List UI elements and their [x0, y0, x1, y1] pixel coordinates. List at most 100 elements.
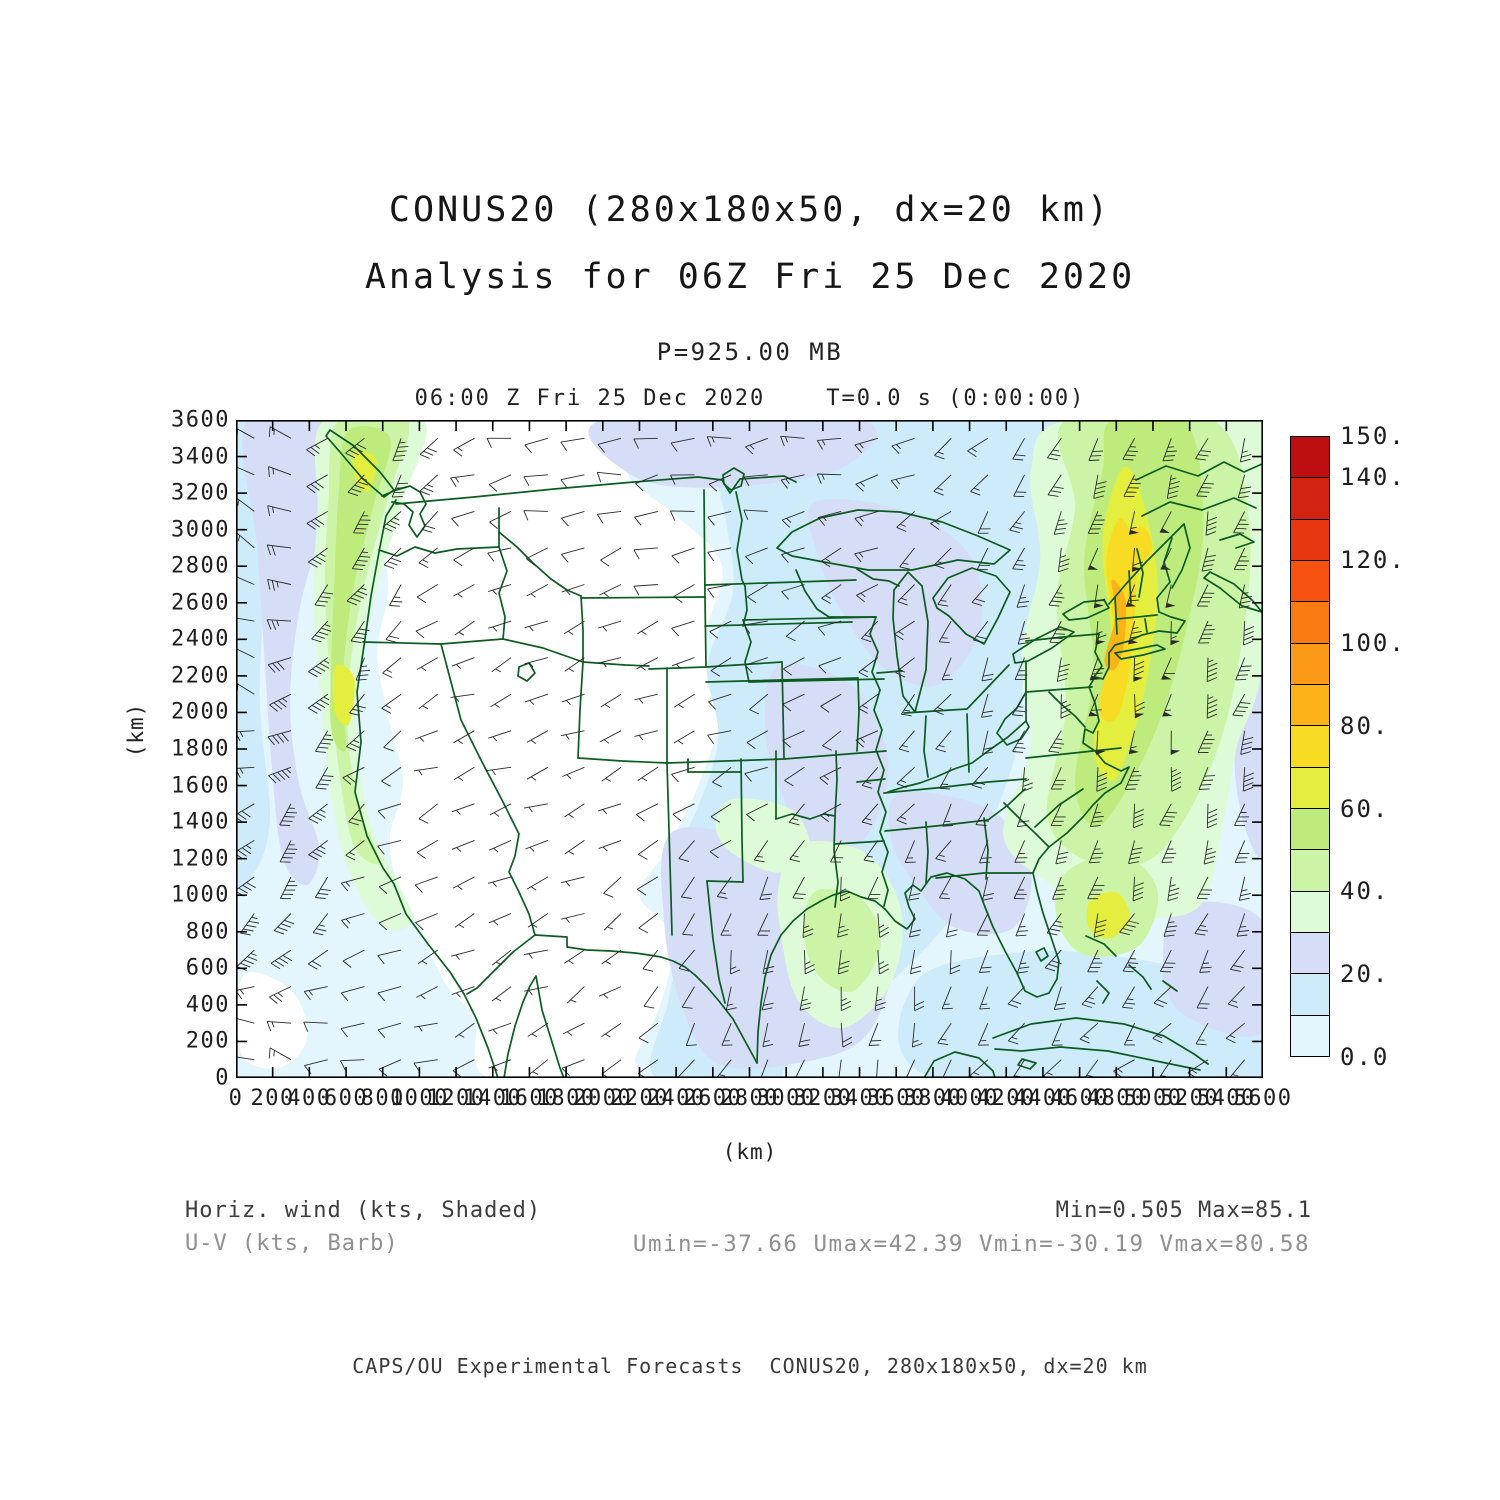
wind-barb — [1196, 986, 1210, 1009]
wind-barb — [720, 913, 732, 936]
wind-barb — [1015, 913, 1029, 937]
wind-barb — [415, 730, 438, 742]
boundary-line — [869, 616, 889, 907]
x-tick-label: 2000 — [573, 1086, 633, 1111]
wind-barb — [566, 986, 585, 1004]
wind-barb — [1159, 511, 1172, 533]
wind-barb — [642, 949, 659, 972]
wind-barb — [454, 620, 475, 636]
y-tick-label: 1400 — [171, 809, 230, 835]
wind-barb — [346, 584, 368, 606]
x-tick-label: 2200 — [609, 1086, 669, 1111]
wind-barb — [1123, 474, 1141, 498]
y-tick-label: 3600 — [171, 407, 230, 433]
wind-barb — [638, 1022, 659, 1044]
wind-barb — [817, 510, 842, 526]
wind-barb — [1087, 876, 1105, 900]
boundary-outline — [1062, 599, 1110, 621]
boundary-line — [666, 750, 887, 764]
boundary-line — [994, 1046, 1201, 1071]
wind-barb — [636, 657, 659, 671]
boundary-line — [580, 596, 706, 599]
wind-barb — [523, 510, 548, 521]
boundary-line — [1085, 935, 1117, 957]
boundary-line — [834, 750, 838, 817]
wind-barb — [598, 986, 622, 999]
pressure-level-label: P=925.00 MB — [656, 338, 844, 366]
wind-barb — [976, 547, 990, 571]
wind-barb — [453, 730, 475, 745]
wind-barb — [266, 544, 292, 556]
wind-barb — [377, 986, 402, 1002]
wind-barb — [314, 876, 331, 900]
wind-barb — [970, 474, 989, 496]
wind-barb — [392, 438, 409, 462]
wind-barb — [1051, 1023, 1063, 1046]
boundary-line — [395, 475, 797, 505]
shade-region-60-70 — [332, 664, 355, 726]
wind-barb-pennant — [1088, 711, 1099, 717]
wind-barb — [674, 693, 695, 709]
wind-barb — [856, 584, 879, 603]
wind-barb — [561, 693, 585, 706]
wind-barb — [942, 803, 954, 827]
wind-barb — [1012, 438, 1026, 461]
wind-barb — [1199, 949, 1212, 973]
wind-barb — [1225, 1022, 1245, 1044]
wind-barb — [1195, 438, 1211, 461]
boundary-line — [1034, 788, 1084, 828]
wind-barb — [1087, 547, 1099, 570]
wind-barb — [896, 766, 915, 789]
wind-barb — [863, 840, 879, 863]
wind-barb — [941, 657, 953, 681]
wind-barb — [1087, 511, 1105, 534]
wind-barb — [562, 1022, 585, 1036]
wind-barb — [451, 949, 475, 960]
boundary-line — [1114, 596, 1118, 635]
wind-barb — [598, 803, 622, 815]
wind-barb — [417, 949, 438, 965]
shade-region-80-90 — [1104, 579, 1127, 671]
wind-barb — [710, 803, 732, 823]
wind-barb — [1153, 986, 1172, 1008]
wind-barb — [491, 657, 512, 673]
wind-barb — [451, 839, 475, 852]
boundary-line — [704, 579, 857, 586]
wind-barb — [377, 839, 402, 855]
wind-barb — [1128, 840, 1143, 865]
shade-region-50-60 — [330, 425, 391, 752]
wind-barb — [524, 693, 548, 705]
wind-barb — [490, 693, 512, 708]
wind-barb — [340, 986, 365, 1002]
wind-barb — [1170, 767, 1182, 792]
wind-barb — [941, 986, 953, 1010]
wind-barb — [525, 839, 548, 852]
y-tick-label: 200 — [185, 1028, 230, 1054]
wind-barb — [1016, 803, 1030, 828]
wind-barb — [340, 1059, 365, 1071]
wind-barb — [597, 437, 622, 453]
wind-barb — [526, 766, 549, 781]
x-tick-label: 1800 — [536, 1086, 596, 1111]
boundary-line — [1116, 614, 1158, 620]
wind-barb — [563, 620, 585, 635]
wind-barb — [784, 766, 805, 787]
wind-barb — [1194, 913, 1209, 936]
wind-barb — [712, 766, 732, 788]
boundary-line — [577, 757, 668, 764]
shade-region-20-30 — [588, 420, 877, 488]
wind-barb — [267, 730, 292, 746]
boundary-line — [503, 975, 565, 1078]
wind-barb — [802, 913, 814, 938]
wind-barb — [414, 1022, 438, 1032]
wind-barb — [488, 620, 512, 632]
wind-barb — [340, 876, 365, 892]
boundary-line — [834, 840, 885, 845]
boundary-line — [706, 880, 726, 1004]
wind-barb — [451, 657, 475, 669]
wind-barb — [1161, 657, 1175, 680]
wind-barb — [911, 1023, 923, 1048]
x-tick-label: 3600 — [866, 1086, 926, 1111]
boundary-line — [735, 491, 748, 627]
x-tick-label: 4200 — [976, 1086, 1036, 1111]
